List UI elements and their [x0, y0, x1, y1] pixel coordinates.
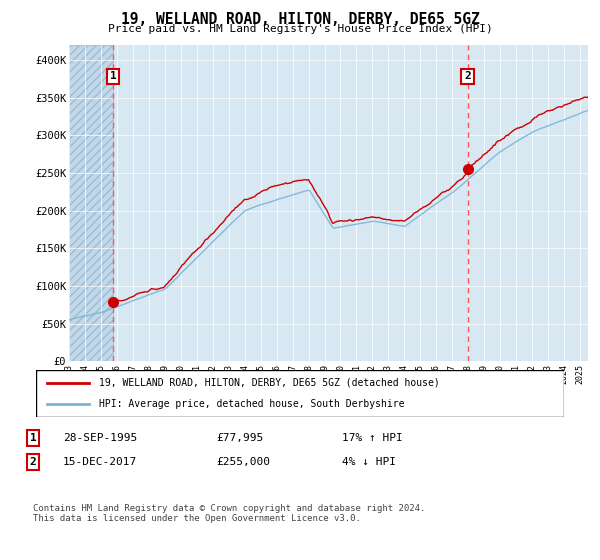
Text: 1: 1 — [29, 433, 37, 443]
FancyBboxPatch shape — [36, 370, 564, 417]
Bar — [69, 45, 113, 361]
Text: 1: 1 — [110, 72, 116, 81]
Text: Price paid vs. HM Land Registry's House Price Index (HPI): Price paid vs. HM Land Registry's House … — [107, 24, 493, 34]
Text: Contains HM Land Registry data © Crown copyright and database right 2024.
This d: Contains HM Land Registry data © Crown c… — [33, 504, 425, 524]
Text: 19, WELLAND ROAD, HILTON, DERBY, DE65 5GZ: 19, WELLAND ROAD, HILTON, DERBY, DE65 5G… — [121, 12, 479, 27]
Text: HPI: Average price, detached house, South Derbyshire: HPI: Average price, detached house, Sout… — [100, 399, 405, 409]
Text: 2: 2 — [464, 72, 471, 81]
Text: 28-SEP-1995: 28-SEP-1995 — [63, 433, 137, 443]
Text: 17% ↑ HPI: 17% ↑ HPI — [342, 433, 403, 443]
Text: 19, WELLAND ROAD, HILTON, DERBY, DE65 5GZ (detached house): 19, WELLAND ROAD, HILTON, DERBY, DE65 5G… — [100, 378, 440, 388]
Text: 2: 2 — [29, 457, 37, 467]
Text: £255,000: £255,000 — [216, 457, 270, 467]
Text: £77,995: £77,995 — [216, 433, 263, 443]
Text: 15-DEC-2017: 15-DEC-2017 — [63, 457, 137, 467]
Text: 4% ↓ HPI: 4% ↓ HPI — [342, 457, 396, 467]
